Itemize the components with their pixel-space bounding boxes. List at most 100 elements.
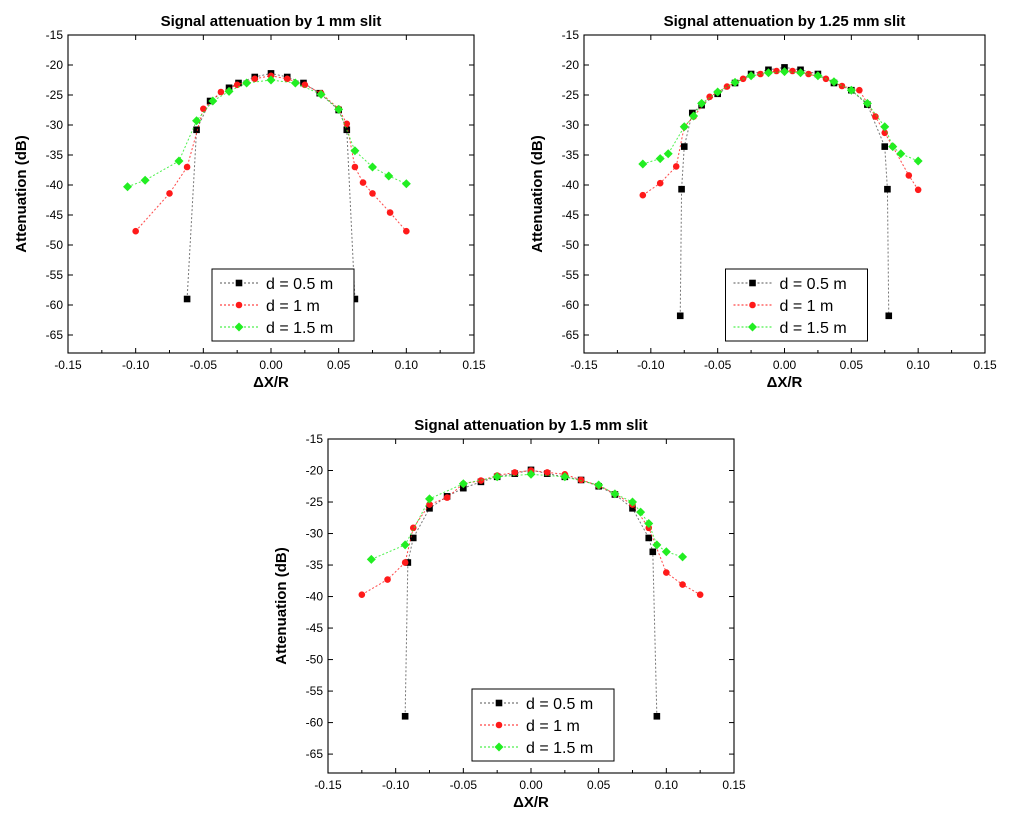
x-tick-label: 0.10 bbox=[655, 778, 679, 792]
y-tick-label: -25 bbox=[562, 88, 580, 102]
series-2 bbox=[132, 72, 410, 235]
data-point bbox=[140, 175, 150, 185]
data-point bbox=[689, 111, 699, 121]
x-tick-label: -0.05 bbox=[450, 778, 478, 792]
legend-marker bbox=[234, 322, 244, 332]
data-point bbox=[401, 179, 411, 189]
data-point bbox=[655, 154, 665, 164]
data-point bbox=[217, 88, 225, 96]
series-line bbox=[642, 70, 919, 196]
data-point bbox=[316, 89, 326, 99]
legend-item: d = 1 m bbox=[220, 298, 320, 315]
data-point bbox=[706, 93, 713, 101]
data-point bbox=[780, 67, 789, 77]
data-point bbox=[656, 179, 664, 187]
data-point bbox=[359, 179, 367, 186]
legend-label: d = 1 m bbox=[266, 298, 320, 315]
legend-marker bbox=[749, 279, 756, 287]
series-line bbox=[404, 469, 658, 717]
data-point bbox=[183, 163, 191, 171]
data-point bbox=[386, 209, 394, 216]
data-point bbox=[644, 518, 654, 528]
data-point bbox=[730, 77, 740, 87]
data-point bbox=[636, 507, 646, 517]
series-line bbox=[371, 473, 683, 560]
data-point bbox=[679, 581, 686, 588]
x-tick-label: 0.10 bbox=[906, 358, 930, 372]
x-tick-label: -0.15 bbox=[314, 778, 342, 792]
legend-item: d = 1.5 m bbox=[480, 740, 593, 757]
legend-label: d = 0.5 m bbox=[266, 276, 333, 293]
data-point bbox=[511, 469, 519, 476]
y-tick-label: -60 bbox=[562, 298, 580, 312]
data-point bbox=[676, 312, 684, 320]
data-point bbox=[458, 479, 468, 489]
data-point bbox=[343, 126, 351, 134]
chart-panel-1: Signal attenuation by 1 mm slit -0.15 -0.1… bbox=[13, 13, 486, 391]
legend-label: d = 1.5 m bbox=[526, 740, 593, 757]
chart-title: Signal attenuation by 1.5 mm slit bbox=[414, 417, 647, 434]
y-tick-label: -45 bbox=[46, 208, 64, 222]
legend-box bbox=[725, 268, 868, 342]
x-tick-label: 0.05 bbox=[587, 778, 611, 792]
legend-label: d = 0.5 m bbox=[780, 276, 847, 293]
data-point bbox=[914, 186, 922, 194]
y-axis-label: Attenuation (dB) bbox=[13, 135, 30, 252]
data-point bbox=[649, 548, 657, 556]
y-tick-label: -50 bbox=[46, 238, 64, 252]
data-point bbox=[443, 494, 451, 501]
data-point bbox=[680, 143, 688, 150]
y-tick-label: -65 bbox=[46, 328, 64, 342]
series-line bbox=[361, 470, 701, 596]
x-tick-label: 0.00 bbox=[773, 358, 797, 372]
data-point bbox=[679, 122, 689, 132]
data-point bbox=[290, 78, 300, 88]
data-point bbox=[492, 472, 502, 482]
data-point bbox=[885, 312, 893, 320]
data-point bbox=[477, 477, 485, 484]
y-tick-label: -60 bbox=[306, 716, 324, 730]
x-tick-label: -0.15 bbox=[54, 358, 82, 372]
data-point bbox=[594, 480, 604, 490]
data-point bbox=[132, 227, 139, 235]
data-point bbox=[663, 149, 673, 159]
x-axis-label: ΔX/R bbox=[767, 374, 803, 391]
legend-marker bbox=[494, 742, 504, 752]
data-point bbox=[233, 81, 241, 89]
y-tick-label: -20 bbox=[306, 464, 324, 478]
data-point bbox=[661, 547, 671, 557]
data-point bbox=[829, 77, 839, 87]
x-tick-label: -0.05 bbox=[190, 358, 218, 372]
chart-title: Signal attenuation by 1 mm slit bbox=[161, 13, 382, 30]
data-point bbox=[192, 116, 202, 126]
data-point bbox=[358, 591, 366, 598]
y-tick-label: -20 bbox=[46, 58, 64, 72]
legend-item: d = 1.5 m bbox=[733, 320, 847, 337]
data-point bbox=[183, 295, 191, 303]
legend-item: d = 1 m bbox=[733, 298, 833, 315]
y-tick-label: -50 bbox=[306, 653, 324, 667]
legend-marker bbox=[495, 699, 503, 707]
data-point bbox=[638, 159, 648, 169]
y-tick-label: -15 bbox=[46, 28, 64, 42]
data-point bbox=[628, 497, 637, 507]
data-point bbox=[880, 122, 890, 132]
data-point bbox=[368, 162, 377, 172]
y-tick-label: -30 bbox=[46, 118, 64, 132]
x-tick-label: 0.10 bbox=[395, 358, 419, 372]
x-tick-label: -0.10 bbox=[122, 358, 150, 372]
legend-item: d = 1.5 m bbox=[220, 320, 333, 337]
y-tick-label: -55 bbox=[562, 268, 580, 282]
y-tick-label: -15 bbox=[306, 432, 324, 446]
series-3 bbox=[123, 75, 411, 192]
legend: d = 0.5 m d = 1 m d = 1.5 m bbox=[471, 688, 615, 762]
data-point bbox=[526, 469, 536, 479]
data-point bbox=[672, 163, 680, 170]
x-tick-label: 0.15 bbox=[722, 778, 746, 792]
x-tick-label: 0.15 bbox=[462, 358, 486, 372]
data-point bbox=[913, 156, 923, 166]
data-point bbox=[166, 190, 173, 197]
data-point bbox=[200, 105, 207, 113]
legend-marker bbox=[235, 301, 243, 309]
